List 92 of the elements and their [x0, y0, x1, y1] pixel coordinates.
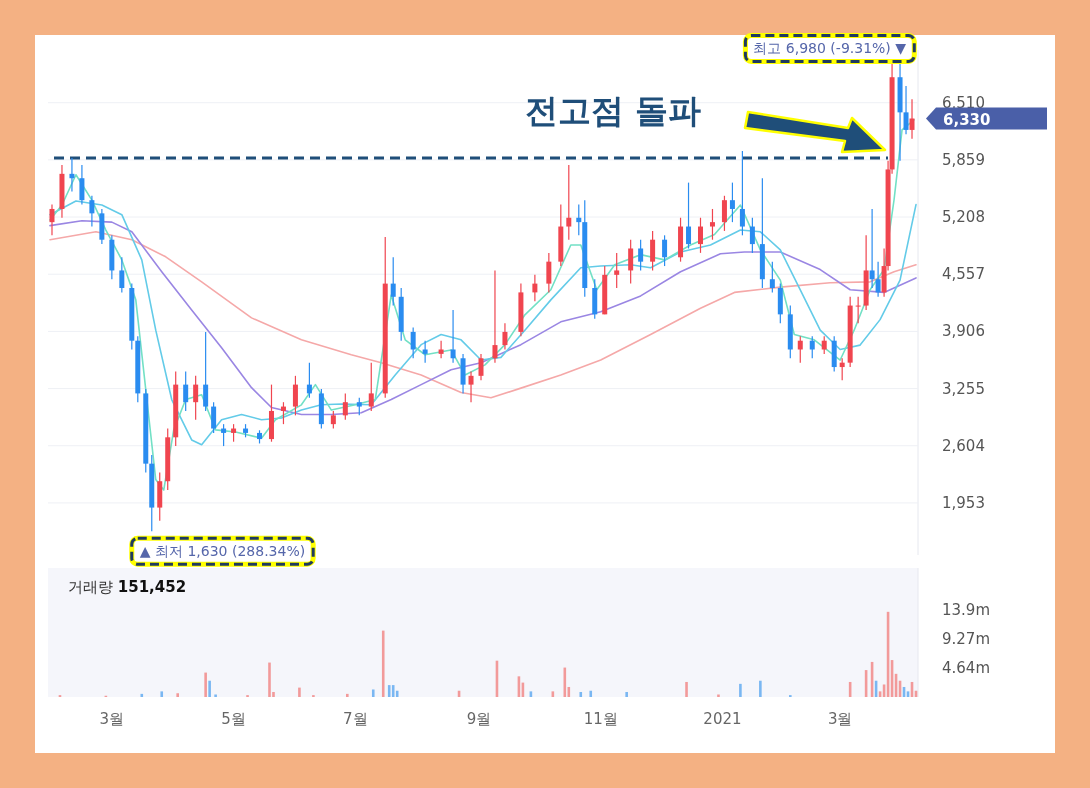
bar — [204, 672, 207, 697]
candlestick — [390, 256, 396, 307]
candlestick — [69, 157, 75, 192]
candlestick — [79, 164, 85, 206]
candlestick — [614, 252, 620, 289]
candlestick — [628, 239, 634, 285]
candlestick — [903, 85, 909, 135]
candlestick — [49, 203, 55, 236]
bar — [387, 685, 391, 697]
bar — [160, 691, 164, 697]
annotation: 전고점 돌파 — [525, 91, 702, 130]
y-tick-label: 2,604 — [942, 436, 985, 455]
bar — [717, 694, 720, 697]
candlestick — [532, 274, 538, 302]
x-tick-label: 2021 — [703, 710, 742, 728]
text: 거래량 151,452 — [68, 578, 187, 596]
x-tick-label: 11월 — [583, 710, 618, 728]
x-tick-label: 3월 — [99, 710, 125, 728]
candlestick — [368, 362, 374, 412]
candlestick — [410, 326, 416, 359]
bar — [140, 693, 144, 697]
candlestick — [211, 401, 217, 434]
candlestick — [280, 401, 286, 425]
x-tick-label: 7월 — [343, 710, 368, 728]
candlestick — [438, 340, 444, 359]
y-tick-label: 5,859 — [942, 150, 985, 169]
y-tick-label: 3,255 — [942, 379, 985, 398]
candlestick — [869, 208, 875, 289]
candlestick — [502, 322, 508, 351]
candlestick — [193, 375, 199, 421]
candlestick — [686, 182, 692, 250]
bar — [381, 630, 385, 697]
bar — [685, 681, 688, 697]
y-tick-label: 13.9m — [942, 600, 991, 619]
bar — [371, 689, 375, 697]
candlestick — [492, 269, 498, 364]
bar — [589, 690, 593, 697]
candlestick — [468, 370, 474, 403]
candlestick — [739, 150, 745, 236]
candlestick — [450, 309, 456, 364]
bar — [739, 683, 742, 697]
candlestick — [638, 239, 644, 272]
annotation: 6,330 — [943, 110, 991, 129]
candlestick — [709, 208, 715, 241]
bar — [214, 694, 217, 697]
candlestick — [119, 256, 125, 293]
candlestick — [769, 261, 775, 293]
y-tick-label: 4.64m — [942, 658, 991, 677]
annotation: ▲ 최저 1,630 (288.34%) — [139, 543, 306, 560]
bar — [176, 693, 179, 697]
candlestick — [698, 217, 703, 254]
candlestick — [306, 362, 312, 399]
y-tick-label: 4,557 — [942, 265, 985, 284]
bar — [208, 680, 211, 697]
y-tick-label: 9.27m — [942, 629, 991, 648]
candlestick — [662, 234, 668, 267]
y-tick-label: 1,953 — [942, 493, 985, 512]
x-tick-label: 5월 — [221, 710, 246, 728]
candlestick — [203, 331, 209, 412]
candlestick — [839, 357, 845, 381]
candlestick — [650, 230, 656, 272]
candlestick — [183, 370, 189, 412]
candlestick — [89, 195, 95, 228]
x-tick-label: 9월 — [466, 710, 492, 728]
candlestick — [566, 164, 572, 241]
bar — [579, 691, 583, 697]
bar — [625, 691, 628, 697]
y-tick-label: 3,906 — [942, 322, 985, 341]
x-tick-label: 3월 — [827, 710, 853, 728]
y-tick-label: 6,510 — [942, 93, 985, 112]
annotation: 최고 6,980 (-9.31%) ▼ — [753, 40, 907, 57]
bar — [346, 693, 349, 697]
candlestick — [478, 353, 484, 381]
bar — [298, 687, 301, 697]
candlestick — [221, 423, 227, 447]
bar — [759, 680, 762, 697]
y-tick-label: 5,208 — [942, 208, 985, 227]
candlestick — [797, 335, 803, 364]
candlestick — [546, 252, 552, 293]
bar — [268, 662, 271, 697]
candlestick — [422, 340, 428, 364]
bar — [391, 685, 395, 697]
candlestick — [809, 335, 815, 359]
candlestick — [292, 375, 298, 416]
candlestick — [875, 261, 881, 298]
candlestick — [855, 296, 861, 324]
candlestick — [576, 203, 582, 236]
candlestick — [749, 217, 755, 254]
candlestick — [909, 98, 915, 140]
candlestick — [721, 195, 727, 232]
candlestick — [342, 392, 348, 421]
candlestick — [729, 182, 735, 223]
